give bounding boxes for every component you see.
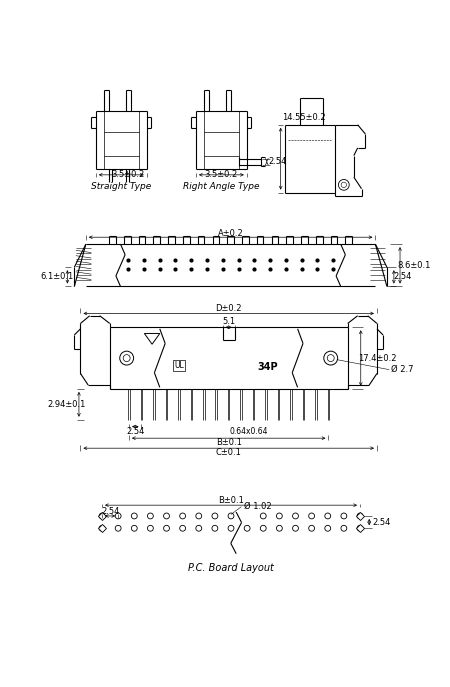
Text: 0.64x0.64: 0.64x0.64 — [229, 427, 268, 436]
Text: P.C. Board Layout: P.C. Board Layout — [188, 563, 274, 574]
Text: 2.54: 2.54 — [101, 507, 119, 516]
Text: Ø 2.7: Ø 2.7 — [391, 365, 413, 374]
Text: 6.1±0.1: 6.1±0.1 — [41, 272, 74, 282]
Text: Straight Type: Straight Type — [91, 182, 151, 191]
Text: UL: UL — [174, 361, 184, 370]
Text: 2.54: 2.54 — [372, 517, 391, 527]
Text: 8.6±0.1: 8.6±0.1 — [397, 261, 431, 270]
Text: 5.1: 5.1 — [222, 317, 235, 326]
Text: Right Angle Type: Right Angle Type — [183, 182, 260, 191]
Text: 2.94±0.1: 2.94±0.1 — [47, 400, 86, 409]
Text: Ø 1.02: Ø 1.02 — [244, 502, 271, 511]
Text: B±0.1: B±0.1 — [218, 496, 244, 505]
Polygon shape — [144, 333, 160, 344]
Text: 14.55±0.2: 14.55±0.2 — [282, 113, 326, 122]
Text: C±0.1: C±0.1 — [216, 449, 242, 458]
Text: 3.5±0.2: 3.5±0.2 — [205, 170, 238, 179]
Text: 2.54: 2.54 — [393, 272, 411, 281]
Text: 3.5±0.2: 3.5±0.2 — [111, 170, 144, 179]
Text: 17.4±0.2: 17.4±0.2 — [358, 354, 396, 363]
Text: 2.54: 2.54 — [126, 427, 144, 436]
Text: D±0.2: D±0.2 — [216, 304, 242, 313]
Text: 2.54: 2.54 — [268, 157, 287, 166]
Text: 34P: 34P — [257, 362, 278, 372]
Text: B±0.1: B±0.1 — [216, 438, 242, 447]
Text: A±0.2: A±0.2 — [218, 229, 243, 238]
